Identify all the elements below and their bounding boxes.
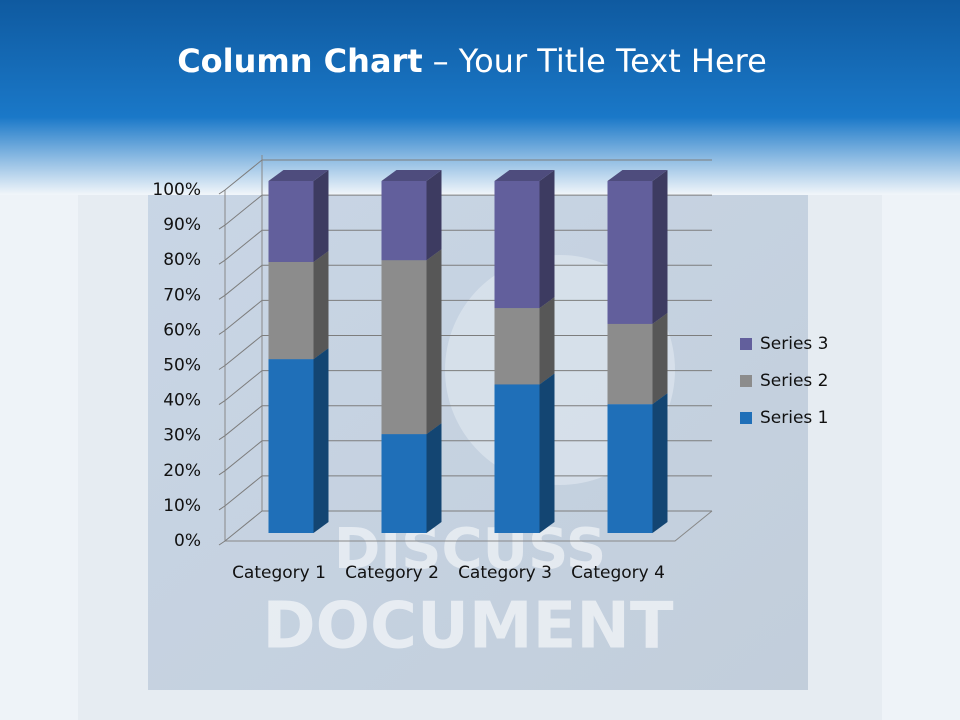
legend-swatch bbox=[740, 375, 752, 387]
legend-label: Series 3 bbox=[760, 334, 829, 354]
y-tick-label: 70% bbox=[163, 285, 201, 305]
bar-side bbox=[426, 170, 442, 261]
y-tick-label: 10% bbox=[163, 496, 201, 516]
y-tick-label: 100% bbox=[152, 180, 201, 200]
bar-side bbox=[313, 170, 329, 262]
bar bbox=[494, 297, 555, 385]
bar bbox=[607, 393, 668, 533]
bar-front bbox=[381, 434, 427, 533]
bar-side bbox=[313, 250, 329, 360]
bar-front bbox=[607, 181, 653, 324]
bar-top bbox=[381, 170, 442, 181]
chart-title: Column Chart – Your Title Text Here bbox=[177, 42, 767, 80]
grid-line bbox=[218, 405, 712, 441]
bar bbox=[268, 170, 329, 262]
y-tick-label: 30% bbox=[163, 426, 201, 446]
bar-side bbox=[313, 348, 329, 533]
bar-side bbox=[652, 170, 668, 324]
y-tick-label: 0% bbox=[174, 531, 201, 551]
floor-edge bbox=[225, 510, 713, 542]
bar-front bbox=[268, 181, 314, 262]
bar-front bbox=[268, 359, 314, 533]
legend-swatch bbox=[740, 412, 752, 424]
bar-side bbox=[426, 423, 442, 533]
header bbox=[0, 0, 960, 195]
y-tick-label: 80% bbox=[163, 250, 201, 270]
watermark-text: DISCUSS bbox=[334, 517, 606, 582]
x-tick-label: Category 4 bbox=[571, 563, 665, 583]
bar-front bbox=[381, 260, 427, 435]
grid-line bbox=[218, 264, 712, 300]
bar-side bbox=[539, 170, 555, 309]
bar-side bbox=[652, 393, 668, 533]
title-bold: Column Chart bbox=[177, 42, 422, 80]
bar-front bbox=[607, 404, 653, 533]
grid-line bbox=[218, 299, 712, 335]
bar bbox=[381, 249, 442, 435]
bar-top bbox=[607, 170, 668, 181]
grid-line bbox=[218, 510, 712, 546]
bar-top bbox=[268, 170, 329, 181]
legend-label: Series 2 bbox=[760, 371, 829, 391]
bar-side bbox=[426, 249, 442, 435]
x-tick-label: Category 3 bbox=[458, 563, 552, 583]
x-tick-label: Category 2 bbox=[345, 563, 439, 583]
y-tick-label: 20% bbox=[163, 461, 201, 481]
bar-front bbox=[268, 261, 314, 360]
watermark-text: DOCUMENT bbox=[262, 590, 673, 664]
bar-side bbox=[539, 297, 555, 385]
x-tick-label: Category 1 bbox=[232, 563, 326, 583]
bar bbox=[494, 373, 555, 533]
bar bbox=[381, 170, 442, 261]
grid-line bbox=[218, 229, 712, 265]
bar-front bbox=[607, 323, 653, 405]
grid-line bbox=[218, 194, 712, 230]
y-tick-label: 40% bbox=[163, 391, 201, 411]
legend-label: Series 1 bbox=[760, 408, 829, 428]
y-tick-label: 60% bbox=[163, 320, 201, 340]
legend-swatch bbox=[740, 338, 752, 350]
bar bbox=[381, 423, 442, 533]
grid-line bbox=[218, 475, 712, 511]
bar bbox=[607, 312, 668, 405]
y-tick-label: 50% bbox=[163, 356, 201, 376]
bar-side bbox=[539, 373, 555, 533]
bar bbox=[268, 250, 329, 360]
bar-front bbox=[381, 181, 427, 261]
bar-front bbox=[494, 384, 540, 533]
grid-line bbox=[218, 335, 712, 370]
bar-front bbox=[494, 181, 540, 309]
bar-front bbox=[494, 308, 540, 385]
grid-line bbox=[218, 159, 712, 195]
grid-line bbox=[218, 370, 712, 406]
title-rest: – Your Title Text Here bbox=[433, 42, 767, 80]
bar bbox=[607, 170, 668, 324]
y-tick-label: 90% bbox=[163, 215, 201, 235]
bar bbox=[268, 348, 329, 533]
bar-side bbox=[652, 312, 668, 405]
bar-top bbox=[494, 170, 555, 181]
bar bbox=[494, 170, 555, 309]
grid-line bbox=[218, 440, 712, 476]
